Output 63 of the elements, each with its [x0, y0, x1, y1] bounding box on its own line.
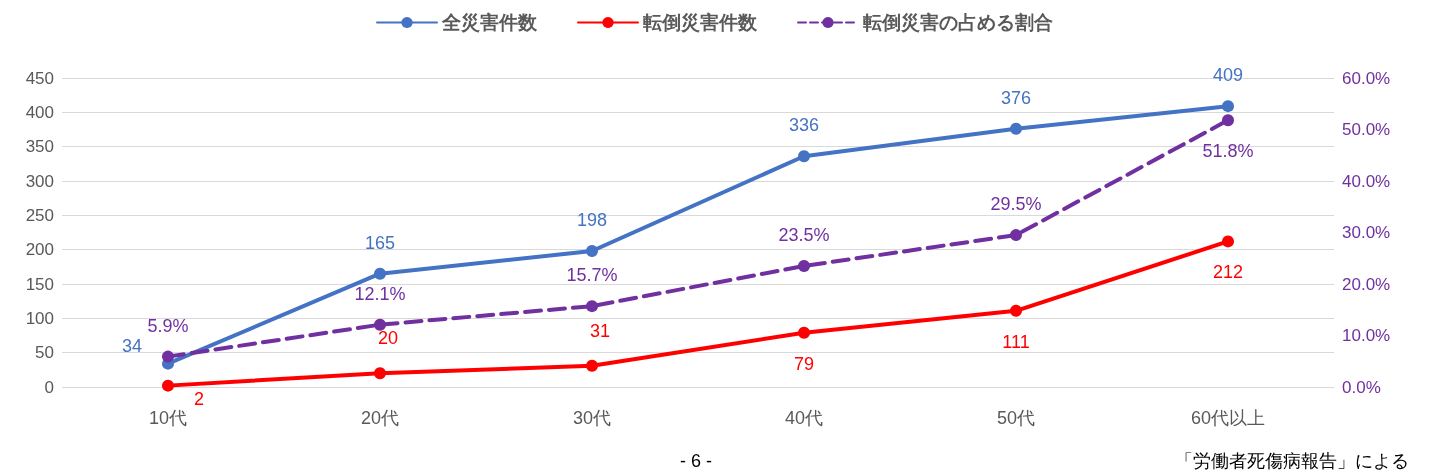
y2-tick-label: 0.0%	[1342, 377, 1381, 397]
data-label: 5.9%	[147, 315, 189, 336]
point	[1222, 100, 1234, 113]
y-tick-label: 300	[25, 171, 54, 191]
y2-tick-label: 30.0%	[1342, 223, 1391, 242]
y2-tick-label: 50.0%	[1342, 120, 1391, 139]
text: - 6 -	[680, 451, 713, 471]
y-tick-label: 100	[25, 308, 54, 328]
x-tick-label: 20代	[360, 408, 400, 428]
data-label: 336	[788, 115, 820, 136]
y2-tick-label: 60.0%	[1342, 68, 1391, 88]
data-label: 15.7%	[566, 265, 618, 286]
data-label: 212	[1212, 262, 1244, 283]
text: 「労働者死傷病報告」による	[1175, 451, 1409, 471]
y-tick-label: 400	[25, 102, 54, 122]
data-label: 31	[589, 320, 611, 341]
data-label: 2	[194, 388, 205, 409]
y2-tick-label: 40.0%	[1342, 171, 1391, 191]
y-tick-label: 450	[25, 68, 54, 88]
x-tick-label: 10代	[148, 408, 188, 428]
point	[1010, 122, 1022, 135]
data-label: 51.8%	[1202, 141, 1254, 162]
data-label: 111	[1002, 331, 1030, 352]
y-tick-label: 200	[25, 240, 54, 260]
point	[162, 350, 174, 363]
data-label: 79	[793, 353, 815, 374]
point	[374, 367, 386, 380]
data-label: 165	[364, 232, 396, 253]
x-tick-label: 60代以上	[1190, 408, 1266, 428]
data-label: 20	[377, 328, 399, 349]
legend-label: 転倒災害件数	[643, 12, 758, 33]
legend-label: 全災害件数	[441, 12, 538, 33]
y2-tick-label: 20.0%	[1342, 274, 1391, 294]
point	[586, 300, 598, 313]
y-tick-label: 0	[44, 377, 54, 397]
point	[586, 359, 598, 372]
point	[162, 379, 174, 392]
point	[798, 259, 810, 272]
data-label: 23.5%	[778, 224, 830, 245]
data-label: 12.1%	[354, 283, 406, 304]
point	[374, 267, 386, 280]
data-label: 376	[1000, 87, 1032, 108]
point	[586, 245, 598, 258]
data-label: 198	[576, 210, 608, 231]
point	[1010, 229, 1022, 242]
point	[798, 326, 810, 339]
point	[374, 318, 386, 331]
y-tick-label: 50	[35, 343, 54, 363]
y-tick-label: 250	[25, 205, 54, 225]
data-label: 29.5%	[990, 194, 1042, 215]
legend-label: 転倒災害の占める割合	[863, 12, 1053, 33]
y-tick-label: 350	[25, 137, 54, 157]
y-tick-label: 150	[25, 274, 54, 294]
point	[1222, 235, 1234, 248]
point	[1222, 114, 1234, 127]
point	[1010, 304, 1022, 317]
point	[798, 150, 810, 163]
x-tick-label: 30代	[572, 408, 612, 428]
x-tick-label: 50代	[996, 408, 1036, 428]
data-label: 409	[1212, 65, 1244, 86]
x-tick-label: 40代	[784, 408, 824, 428]
y2-tick-label: 10.0%	[1342, 326, 1391, 345]
data-label: 34	[121, 335, 142, 356]
